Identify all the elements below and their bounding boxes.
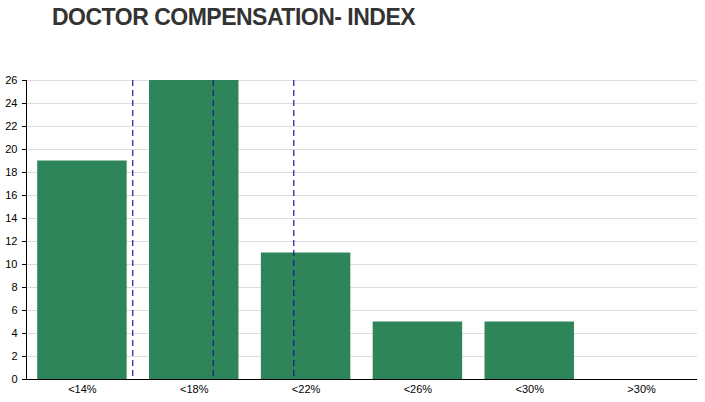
svg-text:20: 20 [5, 143, 17, 155]
svg-text:<26%: <26% [404, 383, 433, 395]
svg-text:14: 14 [5, 212, 17, 224]
svg-text:10: 10 [5, 258, 17, 270]
svg-text:2: 2 [11, 350, 17, 362]
svg-text:8: 8 [11, 281, 17, 293]
svg-text:<30%: <30% [516, 383, 545, 395]
svg-text:<22%: <22% [292, 383, 321, 395]
svg-text:16: 16 [5, 189, 17, 201]
html-text:DOCTOR COMPENSATION- INDEX: DOCTOR COMPENSATION- INDEX [52, 4, 416, 30]
svg-text:12: 12 [5, 235, 17, 247]
svg-text:24: 24 [5, 97, 17, 109]
svg-text:0: 0 [11, 373, 17, 385]
svg-text:4: 4 [11, 327, 17, 339]
svg-text:<18%: <18% [180, 383, 209, 395]
svg-text:<14%: <14% [68, 383, 97, 395]
svg-text:6: 6 [11, 304, 17, 316]
svg-text:18: 18 [5, 166, 17, 178]
svg-text:26: 26 [5, 74, 17, 86]
svg-text:>30%: >30% [627, 383, 656, 395]
svg-text:22: 22 [5, 120, 17, 132]
